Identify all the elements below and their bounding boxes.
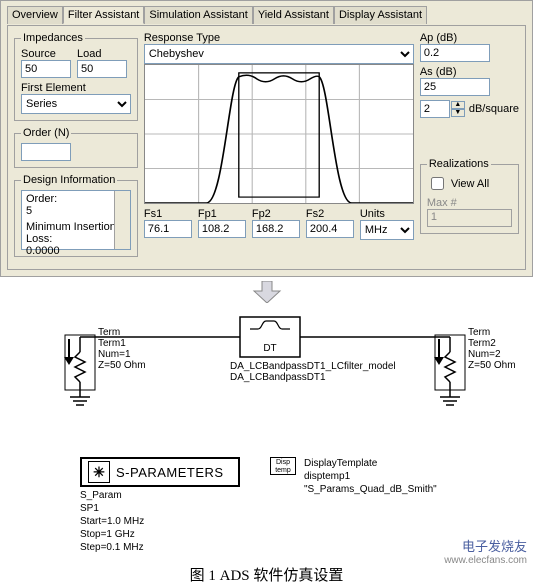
display-template-text: DisplayTemplate disptemp1 "S_Params_Quad…: [304, 457, 437, 496]
assistant-tabs: Overview Filter Assistant Simulation Ass…: [7, 5, 526, 23]
term2-symbol: [434, 335, 465, 405]
as-label: As (dB): [420, 66, 519, 78]
design-info-legend: Design Information: [21, 174, 117, 186]
term1-text: Term Term1 Num=1 Z=50 Ohm: [98, 327, 146, 371]
design-info-order-value: 5: [26, 205, 126, 217]
source-input[interactable]: [21, 60, 71, 78]
dt-block-symbol: DT: [240, 317, 300, 357]
tab-filter-assistant[interactable]: Filter Assistant: [63, 6, 145, 24]
design-info-scrollbar[interactable]: [114, 191, 130, 249]
tab-body: Impedances Source Load First Element Ser…: [7, 25, 526, 270]
term1-symbol: [64, 335, 95, 405]
dt-block-text: DA_LCBandpassDT1_LCfilter_model DA_LCBan…: [230, 361, 396, 383]
fs2-input[interactable]: [306, 220, 354, 238]
left-column: Impedances Source Load First Element Ser…: [14, 32, 138, 263]
units-select[interactable]: MHz: [360, 220, 414, 240]
impedances-group: Impedances Source Load First Element Ser…: [14, 32, 138, 121]
tab-yield-assistant[interactable]: Yield Assistant: [253, 6, 334, 24]
fs2-label: Fs2: [306, 208, 354, 220]
fp1-input[interactable]: [198, 220, 246, 238]
dbsq-down-icon[interactable]: ▼: [451, 109, 465, 117]
ap-label: Ap (dB): [420, 32, 519, 44]
design-info-loss-label: Minimum Insertion Loss:: [26, 221, 126, 245]
source-label: Source: [21, 48, 71, 60]
tab-simulation-assistant[interactable]: Simulation Assistant: [144, 6, 252, 24]
design-info-group: Design Information Order: 5 Minimum Inse…: [14, 174, 138, 257]
frequency-row: Fs1 Fp1 Fp2 Fs2 Units: [144, 208, 414, 240]
watermark: 电子发烧友 www.elecfans.com: [444, 536, 527, 566]
fp2-input[interactable]: [252, 220, 300, 238]
response-type-label: Response Type: [144, 32, 414, 44]
tab-display-assistant[interactable]: Display Assistant: [334, 6, 427, 24]
response-type-select[interactable]: Chebyshev: [144, 44, 414, 64]
viewall-checkbox-row[interactable]: View All: [427, 174, 512, 193]
units-label: Units: [360, 208, 414, 220]
order-group: Order (N): [14, 127, 138, 168]
realizations-legend: Realizations: [427, 158, 491, 170]
realizations-group: Realizations View All Max # 1: [420, 158, 519, 234]
first-element-label: First Element: [21, 82, 131, 94]
viewall-label: View All: [451, 178, 489, 190]
as-input[interactable]: [420, 78, 490, 96]
fs1-label: Fs1: [144, 208, 192, 220]
dt-label: DT: [263, 343, 276, 354]
first-element-select[interactable]: Series: [21, 94, 131, 114]
dbsq-label: dB/square: [469, 103, 519, 115]
fs1-input[interactable]: [144, 220, 192, 238]
term2-text: Term Term2 Num=2 Z=50 Ohm: [468, 327, 516, 371]
schematic-canvas: DT Term Term1 Num=1 Z=50 Ohm Term Term2 …: [10, 307, 523, 457]
fp1-label: Fp1: [198, 208, 246, 220]
flow-arrow-icon: [0, 281, 533, 303]
order-input[interactable]: [21, 143, 71, 161]
tab-overview[interactable]: Overview: [7, 6, 63, 24]
filter-assistant-panel: Overview Filter Assistant Simulation Ass…: [0, 0, 533, 277]
ap-input[interactable]: [420, 44, 490, 62]
max-input-disabled: 1: [427, 209, 512, 227]
order-legend: Order (N): [21, 127, 71, 139]
dbsq-input[interactable]: [420, 100, 450, 118]
dbsq-up-icon[interactable]: ▲: [451, 101, 465, 109]
design-info-box: Order: 5 Minimum Insertion Loss: 0.0000: [21, 190, 131, 250]
max-label: Max #: [427, 197, 512, 209]
design-info-loss-value: 0.0000: [26, 245, 126, 257]
sparam-box: ✳ S-PARAMETERS: [80, 457, 240, 487]
viewall-checkbox[interactable]: [431, 177, 444, 190]
sparam-gear-icon: ✳: [88, 461, 110, 483]
design-info-order-label: Order:: [26, 193, 126, 205]
fp2-label: Fp2: [252, 208, 300, 220]
middle-column: Response Type Chebyshev: [144, 32, 414, 263]
load-label: Load: [77, 48, 127, 60]
impedances-legend: Impedances: [21, 32, 85, 44]
response-plot: [144, 64, 414, 204]
load-input[interactable]: [77, 60, 127, 78]
sparam-title: S-PARAMETERS: [116, 465, 224, 480]
figure-caption: 图 1 ADS 软件仿真设置: [0, 564, 533, 585]
sparam-params: S_Param SP1 Start=1.0 MHz Stop=1 GHz Ste…: [80, 489, 240, 554]
dbsq-spinner[interactable]: ▲ ▼: [420, 100, 465, 118]
right-column: Ap (dB) As (dB) ▲ ▼ dB/square Realizatio…: [420, 32, 519, 263]
display-template-icon: Disptemp: [270, 457, 296, 475]
